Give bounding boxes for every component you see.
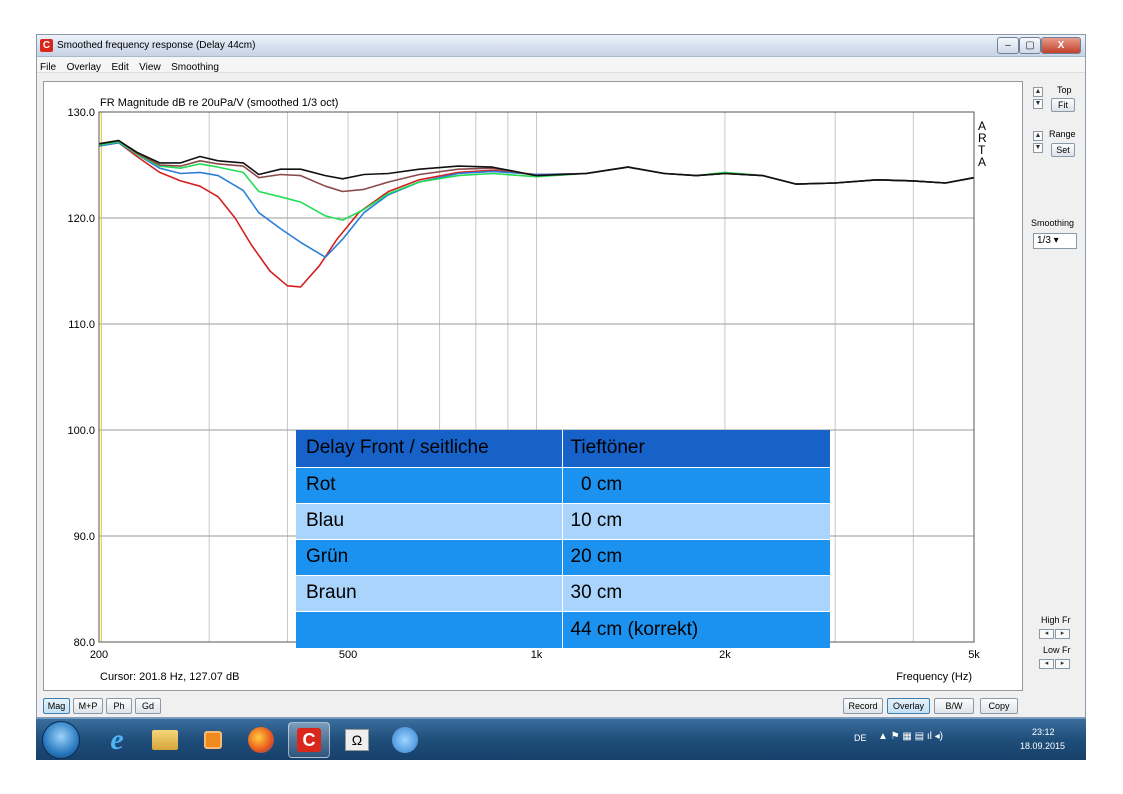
language-indicator[interactable]: DE [854,733,867,743]
y-tick-label: 110.0 [68,319,95,331]
y-tick-label: 130.0 [67,107,95,119]
omega-icon[interactable]: Ω [336,722,378,758]
windows-taskbar: e C Ω DE ▲ ⚑ ▦ ▤ ıl ◂) 23:12 18.09.2015 [36,718,1086,760]
x-tick-label: 1k [531,649,543,661]
start-button[interactable] [42,721,80,759]
right-control-panel: ▲ ▼ Top Fit ▲ ▼ Range Set Smoothing 1/3 … [1027,81,1083,691]
bottom-toolbar: Mag M+P Ph Gd Record Overlay B/W Copy [37,695,1085,717]
top-up-arrow-icon[interactable]: ▲ [1033,87,1043,97]
legend-header-delay: Delay Front / seitliche [296,430,563,467]
low-fr-right-arrow-icon[interactable]: ▸ [1055,659,1070,669]
window-title: Smoothed frequency response (Delay 44cm) [57,40,256,51]
arta-icon[interactable]: C [40,39,53,52]
overlay-button[interactable]: Overlay [887,698,930,714]
brand-letter: A [978,155,986,169]
y-axis-label: FR Magnitude dB re 20uPa/V (smoothed 1/3… [100,97,338,109]
legend-delay-value: 0 cm [570,474,623,495]
x-tick-label: 5k [968,649,980,661]
phase-button[interactable]: Ph [106,698,132,714]
close-button[interactable]: X [1041,37,1081,54]
fit-button[interactable]: Fit [1051,98,1075,112]
set-button[interactable]: Set [1051,143,1075,157]
menu-edit[interactable]: Edit [111,62,129,73]
frequency-response-chart[interactable]: 130.0 120.0 110.0 100.0 90.0 80.0 200 500 1k 2k 5… [44,82,1024,692]
high-fr-right-arrow-icon[interactable]: ▸ [1055,629,1070,639]
plot-area[interactable]: 130.0 120.0 110.0 100.0 90.0 80.0 200 500 1k 2k 5… [43,81,1023,691]
range-up-arrow-icon[interactable]: ▲ [1033,131,1043,141]
brand-letter: R [978,131,987,145]
maximize-button[interactable]: ▢ [1019,37,1041,54]
legend-color-name: Blau [296,503,563,539]
clock-time[interactable]: 23:12 [1032,727,1055,737]
explorer-icon[interactable] [144,722,186,758]
record-button[interactable]: Record [843,698,883,714]
title-bar[interactable]: C Smoothed frequency response (Delay 44c… [37,35,1085,57]
legend-color-name [296,611,563,648]
x-tick-label: 500 [339,649,357,661]
legend-color-name: Grün [296,539,563,575]
group-delay-button[interactable]: Gd [135,698,161,714]
clock-date[interactable]: 18.09.2015 [1020,741,1066,751]
bw-button[interactable]: B/W [934,698,974,714]
x-tick-label: 200 [90,649,108,661]
app-icon[interactable] [384,722,426,758]
high-fr-label: High Fr [1041,615,1071,625]
mag-button[interactable]: Mag [43,698,70,714]
copy-button[interactable]: Copy [980,698,1018,714]
firefox-icon[interactable] [240,722,282,758]
menu-smoothing[interactable]: Smoothing [171,62,219,73]
range-label: Range [1049,129,1076,139]
legend-delay-value: 20 cm [570,546,623,567]
brand-letter: T [978,143,986,157]
media-player-icon[interactable] [192,722,234,758]
menu-bar: File Overlay Edit View Smoothing [37,57,1085,73]
delay-legend-table: Delay Front / seitliche Tieftöner Rot 0 … [296,430,830,648]
legend-delay-value: 10 cm [570,510,623,531]
menu-file[interactable]: File [40,62,57,73]
arta-icon[interactable]: C [288,722,330,758]
series-line [98,139,975,185]
menu-overlay[interactable]: Overlay [66,62,102,73]
app-window: C Smoothed frequency response (Delay 44c… [36,34,1086,718]
legend-color-name: Braun [296,575,563,611]
cursor-readout: Cursor: 201.8 Hz, 127.07 dB [100,671,239,683]
menu-view[interactable]: View [139,62,161,73]
ie-icon[interactable]: e [110,723,124,756]
mag-phase-button[interactable]: M+P [73,698,103,714]
x-tick-label: 2k [719,649,731,661]
legend-delay-value: 30 cm [570,582,623,603]
y-tick-label: 120.0 [67,213,95,225]
legend-header-woofer: Tieftöner [570,437,645,459]
range-down-arrow-icon[interactable]: ▼ [1033,143,1043,153]
low-fr-label: Low Fr [1043,645,1071,655]
legend-delay-value: 44 cm (korrekt) [570,618,699,640]
top-down-arrow-icon[interactable]: ▼ [1033,99,1043,109]
y-tick-label: 80.0 [74,637,95,649]
low-fr-left-arrow-icon[interactable]: ◂ [1039,659,1054,669]
y-tick-label: 100.0 [67,425,95,437]
legend-color-name: Rot [296,467,563,503]
high-fr-left-arrow-icon[interactable]: ◂ [1039,629,1054,639]
x-axis-label: Frequency (Hz) [896,671,972,683]
tray-icons[interactable]: ▲ ⚑ ▦ ▤ ıl ◂) [878,731,943,742]
y-tick-label: 90.0 [74,531,95,543]
smoothing-select[interactable]: 1/3 ▾ [1033,233,1077,249]
minimize-button[interactable]: – [997,37,1019,54]
smoothing-label: Smoothing [1031,218,1075,228]
brand-letter: A [978,119,986,133]
top-label: Top [1057,85,1072,95]
